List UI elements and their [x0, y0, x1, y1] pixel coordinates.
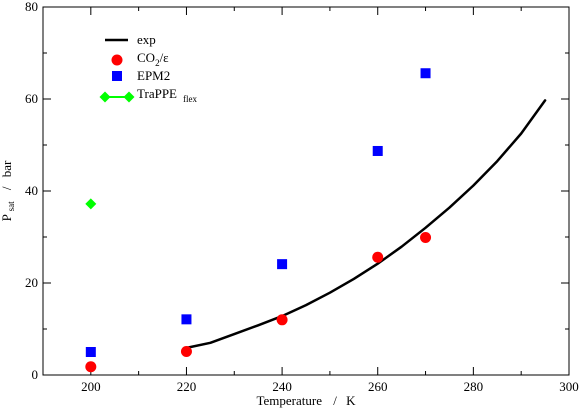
legend-label-main: exp	[137, 32, 156, 47]
legend-swatch-trappe-diamond	[99, 91, 111, 103]
y-axis-label: P sat / bar	[0, 160, 17, 221]
data-point-circle	[180, 346, 192, 358]
data-point-square	[85, 347, 96, 357]
data-point-square	[277, 259, 288, 270]
series-line-exp	[185, 99, 547, 350]
series-layer	[85, 68, 547, 373]
x-tick-label: 240	[272, 379, 292, 394]
data-point-circle	[372, 251, 384, 263]
y-axis-label-unit: bar	[0, 160, 14, 177]
y-tick-label: 0	[32, 367, 39, 382]
legend-label: TraPPE flex	[137, 86, 197, 104]
x-tick-label: 220	[177, 379, 197, 394]
legend-label-main: EPM2	[137, 68, 170, 83]
x-tick-label: 200	[81, 379, 101, 394]
ticks-layer: 200 220 240 260 280 300 0 20 40 60 80	[25, 0, 579, 394]
legend-label: exp	[137, 32, 156, 47]
x-tick-label: 260	[368, 379, 388, 394]
data-point-square	[372, 145, 383, 156]
legend-label-post: /ε	[160, 50, 170, 65]
y-tick-label: 60	[25, 91, 38, 106]
data-point-circle	[420, 231, 432, 243]
data-point-circle	[276, 314, 288, 326]
x-axis-label: Temperature / K	[256, 393, 356, 408]
legend-label: CO2/ε	[137, 50, 169, 68]
legend-label-sub: 2	[155, 58, 160, 68]
x-tick-label: 300	[559, 379, 579, 394]
y-tick-label: 40	[25, 183, 38, 198]
x-axis-label-unit: K	[346, 393, 356, 408]
data-point-circle	[85, 361, 97, 373]
legend-label-main: CO	[137, 50, 155, 65]
data-point-square	[420, 68, 431, 79]
legend-swatch-trappe-diamond	[123, 91, 135, 103]
x-tick-label: 280	[464, 379, 484, 394]
y-axis-label-sub: sat	[6, 201, 16, 211]
legend-swatch-co2	[111, 54, 123, 66]
legend-label-main: TraPPE	[137, 86, 177, 101]
legend-label-sub: flex	[183, 94, 197, 104]
y-tick-label: 80	[25, 0, 38, 14]
x-axis-label-main: Temperature	[256, 393, 322, 408]
y-tick-label: 20	[25, 275, 38, 290]
y-axis-label-main: P	[0, 214, 14, 221]
y-axis-label-sep: /	[0, 186, 14, 190]
legend-swatch-epm2	[112, 71, 122, 81]
legend-label: EPM2	[137, 68, 170, 83]
data-point-diamond	[85, 198, 97, 210]
x-axis-label-sep: /	[333, 393, 337, 408]
data-point-square	[181, 314, 192, 325]
